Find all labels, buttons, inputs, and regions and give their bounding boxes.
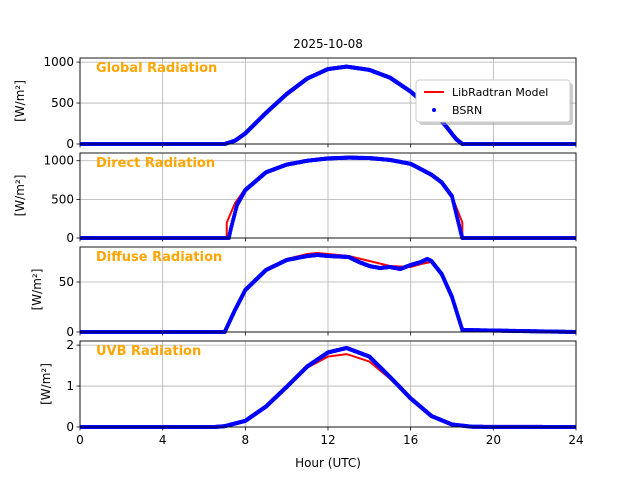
panel-label: Global Radiation <box>96 61 217 76</box>
panel-label: Diffuse Radiation <box>96 250 222 265</box>
y-tick-label: 0 <box>66 325 74 339</box>
series-bsrn <box>80 253 576 334</box>
panel-label: UVB Radiation <box>96 344 201 359</box>
y-tick-label: 1000 <box>43 55 74 69</box>
y-tick-label: 0 <box>66 420 74 434</box>
x-tick-label: 0 <box>76 433 84 447</box>
y-tick-label: 0 <box>66 231 74 245</box>
series-group <box>80 251 576 334</box>
legend-label-bsrn: BSRN <box>452 104 482 117</box>
x-tick-label: 8 <box>242 433 250 447</box>
y-tick-label: 2 <box>66 338 74 352</box>
y-tick-label: 50 <box>59 275 74 289</box>
panel-label: Direct Radiation <box>96 156 215 171</box>
panel-global-radiation: 0 500 1000 Global Radiation [W/m²] <box>13 55 577 151</box>
y-axis-label: [W/m²] <box>30 269 44 311</box>
y-axis-label: [W/m²] <box>39 363 53 405</box>
y-axis-label: [W/m²] <box>13 175 27 217</box>
y-tick-label: 0 <box>66 137 74 151</box>
y-tick-label: 1 <box>66 379 74 393</box>
x-tick-label: 4 <box>159 433 167 447</box>
legend: LibRadtran Model BSRN <box>415 79 573 125</box>
series-group <box>80 345 576 429</box>
series-bsrn <box>80 345 576 429</box>
panel-direct-radiation: 0 500 1000 Direct Radiation [W/m²] <box>13 152 577 245</box>
x-tick-label: 20 <box>486 433 501 447</box>
x-tick-label: 24 <box>568 433 583 447</box>
legend-label-model: LibRadtran Model <box>452 86 548 99</box>
chart-title: 2025-10-08 <box>293 37 363 51</box>
x-tick-label: 12 <box>320 433 335 447</box>
y-tick-label: 500 <box>51 192 74 206</box>
y-tick-label: 1000 <box>43 154 74 168</box>
legend-box <box>415 79 571 123</box>
y-tick-label: 500 <box>51 96 74 110</box>
x-tick-label: 16 <box>403 433 418 447</box>
legend-marker-swatch <box>432 108 436 112</box>
y-axis-label: [W/m²] <box>13 80 27 122</box>
panel-diffuse-radiation: 0 50 Diffuse Radiation [W/m²] <box>30 246 577 339</box>
x-axis-label: Hour (UTC) <box>295 456 361 470</box>
